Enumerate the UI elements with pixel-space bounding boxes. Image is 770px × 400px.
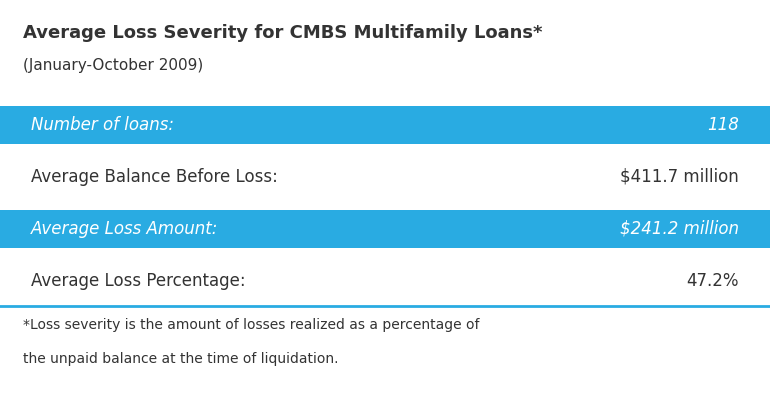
Bar xyxy=(0,210,770,248)
Text: Average Loss Amount:: Average Loss Amount: xyxy=(31,220,218,238)
Text: $411.7 million: $411.7 million xyxy=(621,168,739,186)
Text: Average Balance Before Loss:: Average Balance Before Loss: xyxy=(31,168,278,186)
Text: $241.2 million: $241.2 million xyxy=(620,220,739,238)
Text: Average Loss Severity for CMBS Multifamily Loans*: Average Loss Severity for CMBS Multifami… xyxy=(23,24,543,42)
Text: (January-October 2009): (January-October 2009) xyxy=(23,58,203,73)
Text: 47.2%: 47.2% xyxy=(687,272,739,290)
Text: Number of loans:: Number of loans: xyxy=(31,116,174,134)
Text: 118: 118 xyxy=(708,116,739,134)
Text: Average Loss Percentage:: Average Loss Percentage: xyxy=(31,272,246,290)
Text: the unpaid balance at the time of liquidation.: the unpaid balance at the time of liquid… xyxy=(23,352,339,366)
Text: *Loss severity is the amount of losses realized as a percentage of: *Loss severity is the amount of losses r… xyxy=(23,318,480,332)
Bar xyxy=(0,106,770,144)
